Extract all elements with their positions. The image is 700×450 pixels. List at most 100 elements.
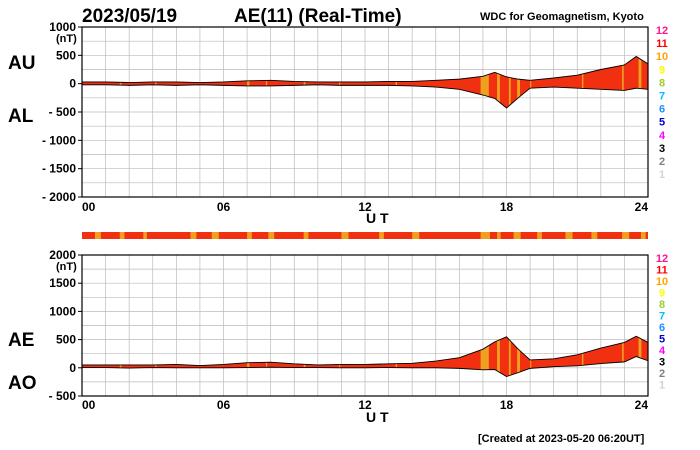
- count-bar-segment: [143, 232, 147, 239]
- legend-count: 12: [656, 25, 668, 37]
- plot-frame: [81, 254, 649, 397]
- ytick-label: 1000: [49, 304, 76, 318]
- legend-count: 1: [659, 169, 665, 181]
- count-bar-segment: [190, 232, 197, 239]
- count-bar-segment: [497, 232, 501, 239]
- al-label: AL: [8, 106, 34, 127]
- count-bar-segment: [341, 232, 349, 239]
- count-bar-segment: [94, 232, 101, 239]
- legend-count: 7: [659, 91, 665, 103]
- count-bar-segment: [247, 232, 252, 239]
- legend-count: 9: [659, 64, 665, 76]
- ytick-label: 2000: [49, 248, 76, 262]
- panel1-unit: (nT): [56, 33, 77, 45]
- ytick-label: 0: [69, 77, 76, 91]
- count-bar-segment: [513, 232, 521, 239]
- legend-count: 5: [659, 117, 665, 129]
- xtick-label: 24: [635, 398, 649, 412]
- legend-count: 12: [656, 253, 668, 265]
- legend-count: 5: [659, 334, 665, 346]
- xtick-label: 18: [500, 398, 514, 412]
- count-stripe: [517, 336, 520, 377]
- xtick-label: 12: [358, 398, 372, 412]
- legend-count: 7: [659, 311, 665, 323]
- date-title: 2023/05/19: [82, 6, 177, 27]
- panel1-xlabel: U T: [366, 210, 389, 226]
- ytick-label: - 2000: [42, 190, 76, 204]
- count-stripe: [638, 56, 642, 109]
- legend-count: 10: [656, 276, 668, 288]
- panel2-xlabel: U T: [366, 409, 389, 425]
- count-stripe: [622, 336, 624, 377]
- count-stripe: [581, 56, 584, 109]
- legend-count: 11: [656, 265, 668, 277]
- count-stripe: [303, 56, 306, 109]
- ytick-label: 1000: [49, 20, 76, 34]
- band-ae-ao: [82, 336, 648, 377]
- count-bar-segment: [211, 232, 219, 239]
- legend-count: 6: [659, 104, 665, 116]
- legend-count: 2: [659, 368, 665, 380]
- count-stripe: [622, 56, 624, 109]
- ytick-label: - 1000: [42, 133, 76, 147]
- ytick-label: - 500: [49, 389, 77, 403]
- ao-line: [82, 356, 649, 378]
- chart-title: AE(11) (Real-Time): [234, 6, 402, 27]
- ytick-label: - 1500: [42, 162, 76, 176]
- count-bar: [82, 232, 648, 239]
- ytick-label: 500: [56, 333, 76, 347]
- panel2-unit: (nT): [56, 261, 77, 273]
- legend-count: 4: [659, 345, 666, 357]
- xtick-label: 06: [217, 398, 231, 412]
- legend-count: 2: [659, 156, 665, 168]
- legend-count: 3: [659, 357, 665, 369]
- count-bar-segment: [268, 232, 275, 239]
- count-stripe: [480, 336, 489, 377]
- legend-count: 4: [659, 130, 666, 142]
- count-stripe: [247, 56, 250, 109]
- count-stripe: [638, 336, 642, 377]
- legend-count: 8: [659, 77, 665, 89]
- xtick-label: 06: [217, 200, 231, 214]
- legend-count: 3: [659, 143, 665, 155]
- count-bar-segment: [622, 232, 630, 239]
- count-stripe: [497, 336, 500, 377]
- ytick-label: - 500: [49, 105, 77, 119]
- legend-count: 1: [659, 380, 665, 392]
- count-stripe: [395, 56, 398, 109]
- count-stripe: [265, 56, 268, 109]
- count-bar-segment: [303, 232, 309, 239]
- count-bar-segment: [412, 232, 420, 239]
- ytick-label: 1500: [49, 276, 76, 290]
- created-timestamp: [Created at 2023-05-20 06:20UT]: [478, 433, 645, 445]
- au-label: AU: [8, 53, 35, 74]
- xtick-label: 00: [82, 398, 96, 412]
- ytick-label: 500: [56, 48, 76, 62]
- ae-label: AE: [8, 330, 34, 351]
- count-stripe: [480, 56, 489, 109]
- ytick-label: 0: [69, 361, 76, 375]
- xtick-label: 12: [358, 200, 372, 214]
- count-stripe: [581, 336, 584, 377]
- count-bar-segment: [565, 232, 573, 239]
- ae-line: [82, 335, 649, 366]
- legend-count: 6: [659, 322, 665, 334]
- legend-count: 10: [656, 51, 668, 63]
- count-stripe: [508, 336, 511, 377]
- count-bar-segment: [591, 232, 598, 239]
- count-bar-segment: [537, 232, 542, 239]
- xtick-label: 00: [82, 200, 96, 214]
- count-bar-segment: [480, 232, 490, 239]
- legend-count: 8: [659, 299, 665, 311]
- ao-label: AO: [8, 373, 37, 394]
- count-stripe: [530, 56, 532, 109]
- count-stripe: [497, 56, 500, 109]
- count-bar-segment: [640, 232, 646, 239]
- xtick-label: 18: [500, 200, 514, 214]
- count-stripe: [508, 56, 511, 109]
- xtick-label: 24: [635, 200, 649, 214]
- legend-count: 11: [656, 38, 668, 50]
- count-bar-segment: [119, 232, 125, 239]
